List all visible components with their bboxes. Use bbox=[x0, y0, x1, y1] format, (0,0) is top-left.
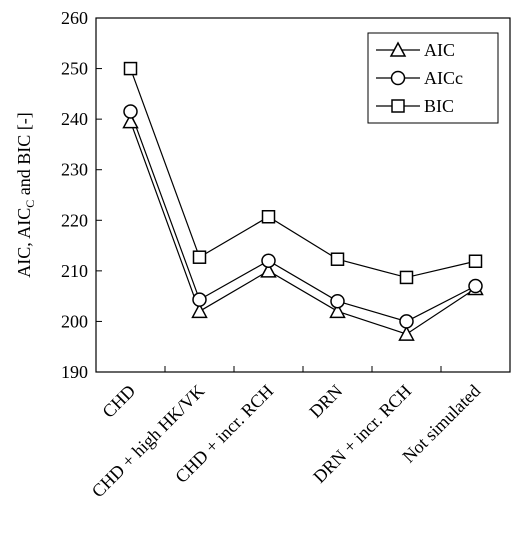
data-point-bic bbox=[468, 254, 483, 268]
y-tick-label: 210 bbox=[61, 261, 88, 281]
legend-marker-bic bbox=[391, 99, 405, 113]
y-tick-label: 230 bbox=[61, 160, 88, 180]
x-tick-label: CHD bbox=[98, 381, 139, 422]
y-axis-title: AIC, AICC and BIC [-] bbox=[14, 112, 37, 278]
legend: AIC AICc BIC bbox=[367, 32, 499, 124]
legend-label-aicc: AICc bbox=[424, 68, 463, 88]
x-tick-label: DRN bbox=[305, 381, 346, 422]
legend-label-aic: AIC bbox=[424, 40, 455, 60]
data-point-aicc bbox=[192, 292, 207, 307]
series-line-aicc bbox=[129, 111, 476, 323]
data-point-bic bbox=[192, 250, 207, 264]
y-tick-label: 200 bbox=[61, 311, 88, 331]
data-point-bic bbox=[330, 252, 345, 266]
data-point-aic bbox=[191, 302, 208, 319]
data-point-aicc bbox=[123, 104, 138, 119]
data-point-aicc bbox=[399, 314, 414, 329]
legend-label-bic: BIC bbox=[424, 96, 454, 116]
data-point-aic bbox=[329, 302, 346, 319]
legend-marker-aic bbox=[389, 41, 407, 57]
y-axis-title-main: AIC, AIC bbox=[14, 208, 34, 278]
data-point-aicc bbox=[261, 253, 276, 268]
data-point-bic bbox=[261, 209, 276, 224]
series-line-bic bbox=[129, 68, 476, 279]
series-lines bbox=[129, 68, 476, 335]
series-line-aic bbox=[129, 121, 476, 335]
data-point-aicc bbox=[330, 293, 345, 309]
y-tick-label: 240 bbox=[61, 109, 88, 129]
data-point-bic bbox=[123, 61, 138, 76]
y-tick-label: 250 bbox=[61, 59, 88, 79]
y-tick-label: 260 bbox=[61, 8, 88, 28]
data-point-aic bbox=[122, 113, 139, 129]
data-point-bic bbox=[399, 270, 414, 285]
y-axis: 190 200 210 220 230 240 250 260 bbox=[61, 8, 102, 382]
y-tick-label: 220 bbox=[61, 210, 88, 230]
y-axis-title-end: and BIC [-] bbox=[14, 112, 34, 199]
y-tick-label: 190 bbox=[61, 362, 88, 382]
series-markers bbox=[122, 61, 484, 341]
data-point-aic bbox=[398, 325, 415, 341]
data-point-aicc bbox=[468, 278, 483, 294]
y-axis-title-subscript: C bbox=[23, 200, 37, 208]
legend-marker-aicc bbox=[390, 70, 406, 86]
data-point-aic bbox=[260, 262, 277, 278]
